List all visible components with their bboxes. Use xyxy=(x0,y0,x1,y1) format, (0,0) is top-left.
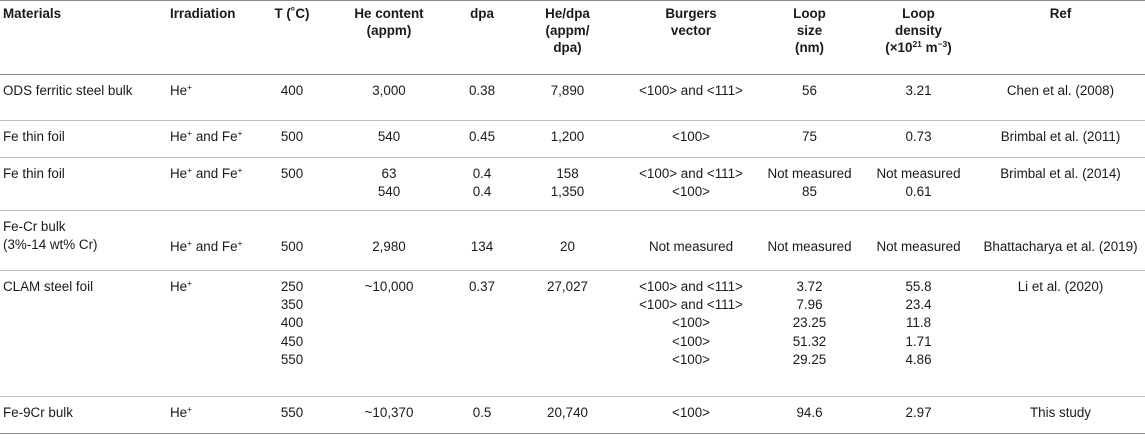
cell-dpa: 134 xyxy=(453,210,511,271)
cell-loop-density: 2.97 xyxy=(861,396,976,434)
cell-burgers-vector: Not measured xyxy=(624,210,758,271)
cell-he-per-dpa: 20,740 xyxy=(511,396,624,434)
cell-irradiation: He+ xyxy=(167,74,259,121)
cell-loop-density: Not measured xyxy=(861,210,976,271)
table-row: CLAM steel foil He+ 250 350 400 450 550 ~10,… xyxy=(0,270,1145,397)
cell-he-content: ~10,000 xyxy=(325,270,453,397)
table-row: Fe-Cr bulk (3%-14 wt% Cr) He+ and Fe+ 500… xyxy=(0,210,1145,271)
table-row: Fe-9Cr bulk He+ 550 ~10,370 0.5 20,740 <… xyxy=(0,396,1145,434)
cell-irradiation: He+ xyxy=(167,396,259,434)
cell-burgers-vector: <100> xyxy=(624,120,758,158)
cell-irradiation: He+ xyxy=(167,270,259,397)
cell-loop-size: Not measured 85 xyxy=(758,157,861,211)
cell-loop-density: 3.21 xyxy=(861,74,976,121)
header-ref: Ref xyxy=(976,0,1145,75)
header-he-per-dpa: He/dpa (appm/ dpa) xyxy=(511,0,624,75)
cell-dpa: 0.45 xyxy=(453,120,511,158)
header-row: Materials Irradiation T (˚C) He content … xyxy=(0,0,1145,75)
cell-he-content: 540 xyxy=(325,120,453,158)
cell-material: ODS ferritic steel bulk xyxy=(0,74,167,121)
cell-material: CLAM steel foil xyxy=(0,270,167,397)
cell-irradiation: He+ and Fe+ xyxy=(167,157,259,211)
cell-loop-density: 0.73 xyxy=(861,120,976,158)
cell-temperature: 500 xyxy=(259,210,325,271)
cell-dpa: 0.38 xyxy=(453,74,511,121)
cell-loop-size: 3.72 7.96 23.25 51.32 29.25 xyxy=(758,270,861,397)
header-temperature: T (˚C) xyxy=(259,0,325,75)
cell-burgers-vector: <100> and <111> <100> xyxy=(624,157,758,211)
cell-he-per-dpa: 27,027 xyxy=(511,270,624,397)
cell-he-content: 3,000 xyxy=(325,74,453,121)
cell-loop-size: 94.6 xyxy=(758,396,861,434)
cell-loop-size: Not measured xyxy=(758,210,861,271)
cell-irradiation: He+ and Fe+ xyxy=(167,120,259,158)
cell-ref: Li et al. (2020) xyxy=(976,270,1145,397)
table-row: ODS ferritic steel bulk He+ 400 3,000 0.… xyxy=(0,74,1145,121)
cell-he-per-dpa: 20 xyxy=(511,210,624,271)
cell-material: Fe thin foil xyxy=(0,157,167,211)
cell-temperature: 400 xyxy=(259,74,325,121)
header-he-content: He content (appm) xyxy=(325,0,453,75)
cell-he-per-dpa: 1,200 xyxy=(511,120,624,158)
cell-dpa: 0.4 0.4 xyxy=(453,157,511,211)
cell-material: Fe-Cr bulk (3%-14 wt% Cr) xyxy=(0,210,167,271)
cell-he-content: ~10,370 xyxy=(325,396,453,434)
header-loop-size: Loop size (nm) xyxy=(758,0,861,75)
cell-burgers-vector: <100> and <111> xyxy=(624,74,758,121)
cell-dpa: 0.37 xyxy=(453,270,511,397)
cell-ref: Brimbal et al. (2014) xyxy=(976,157,1145,211)
header-dpa: dpa xyxy=(453,0,511,75)
header-materials: Materials xyxy=(0,0,167,75)
cell-irradiation: He+ and Fe+ xyxy=(167,210,259,271)
cell-material: Fe thin foil xyxy=(0,120,167,158)
header-burgers-vector: Burgers vector xyxy=(624,0,758,75)
table-row: Fe thin foil He+ and Fe+ 500 63 540 0.4 0.… xyxy=(0,157,1145,211)
data-table: Materials Irradiation T (˚C) He content … xyxy=(0,0,1145,434)
header-loop-density: Loop density (×1021 m−3) xyxy=(861,0,976,75)
cell-ref: Bhattacharya et al. (2019) xyxy=(976,210,1145,271)
cell-burgers-vector: <100> xyxy=(624,396,758,434)
cell-loop-density: 55.8 23.4 11.8 1.71 4.86 xyxy=(861,270,976,397)
cell-ref: Chen et al. (2008) xyxy=(976,74,1145,121)
cell-temperature: 550 xyxy=(259,396,325,434)
cell-loop-size: 56 xyxy=(758,74,861,121)
cell-temperature: 500 xyxy=(259,120,325,158)
cell-temperature: 500 xyxy=(259,157,325,211)
cell-he-content: 63 540 xyxy=(325,157,453,211)
cell-he-per-dpa: 7,890 xyxy=(511,74,624,121)
cell-dpa: 0.5 xyxy=(453,396,511,434)
cell-temperature: 250 350 400 450 550 xyxy=(259,270,325,397)
cell-loop-density: Not measured 0.61 xyxy=(861,157,976,211)
cell-he-per-dpa: 158 1,350 xyxy=(511,157,624,211)
header-irradiation: Irradiation xyxy=(167,0,259,75)
cell-ref: Brimbal et al. (2011) xyxy=(976,120,1145,158)
cell-burgers-vector: <100> and <111> <100> and <111> <100> <100>… xyxy=(624,270,758,397)
cell-material: Fe-9Cr bulk xyxy=(0,396,167,434)
cell-he-content: 2,980 xyxy=(325,210,453,271)
cell-ref: This study xyxy=(976,396,1145,434)
table-row: Fe thin foil He+ and Fe+ 500 540 0.45 1,… xyxy=(0,120,1145,158)
cell-loop-size: 75 xyxy=(758,120,861,158)
